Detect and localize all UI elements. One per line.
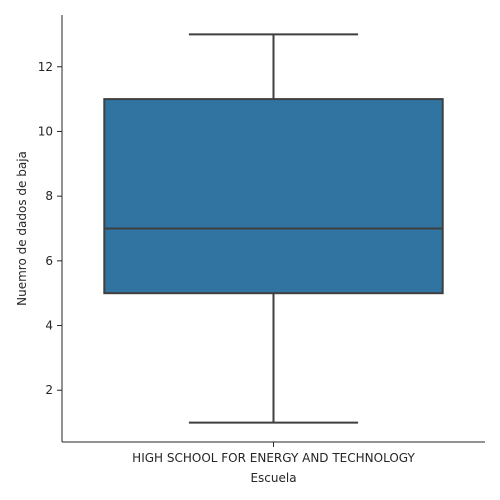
iqr-box <box>104 99 442 293</box>
x-axis-label: Escuela <box>250 471 296 485</box>
box-plot-series <box>104 34 442 422</box>
y-tick-label: 10 <box>38 124 53 138</box>
y-tick-label: 4 <box>45 319 53 333</box>
y-tick-label: 8 <box>45 189 53 203</box>
y-tick-label: 6 <box>45 254 53 268</box>
y-axis-ticks: 2 4 6 8 10 12 <box>38 60 62 397</box>
x-axis-ticks: HIGH SCHOOL FOR ENERGY AND TECHNOLOGY <box>132 442 415 465</box>
y-tick-label: 12 <box>38 60 53 74</box>
y-tick-label: 2 <box>45 383 53 397</box>
y-axis-label: Nuemro de dados de baja <box>15 151 29 306</box>
x-tick-label: HIGH SCHOOL FOR ENERGY AND TECHNOLOGY <box>132 451 415 465</box>
